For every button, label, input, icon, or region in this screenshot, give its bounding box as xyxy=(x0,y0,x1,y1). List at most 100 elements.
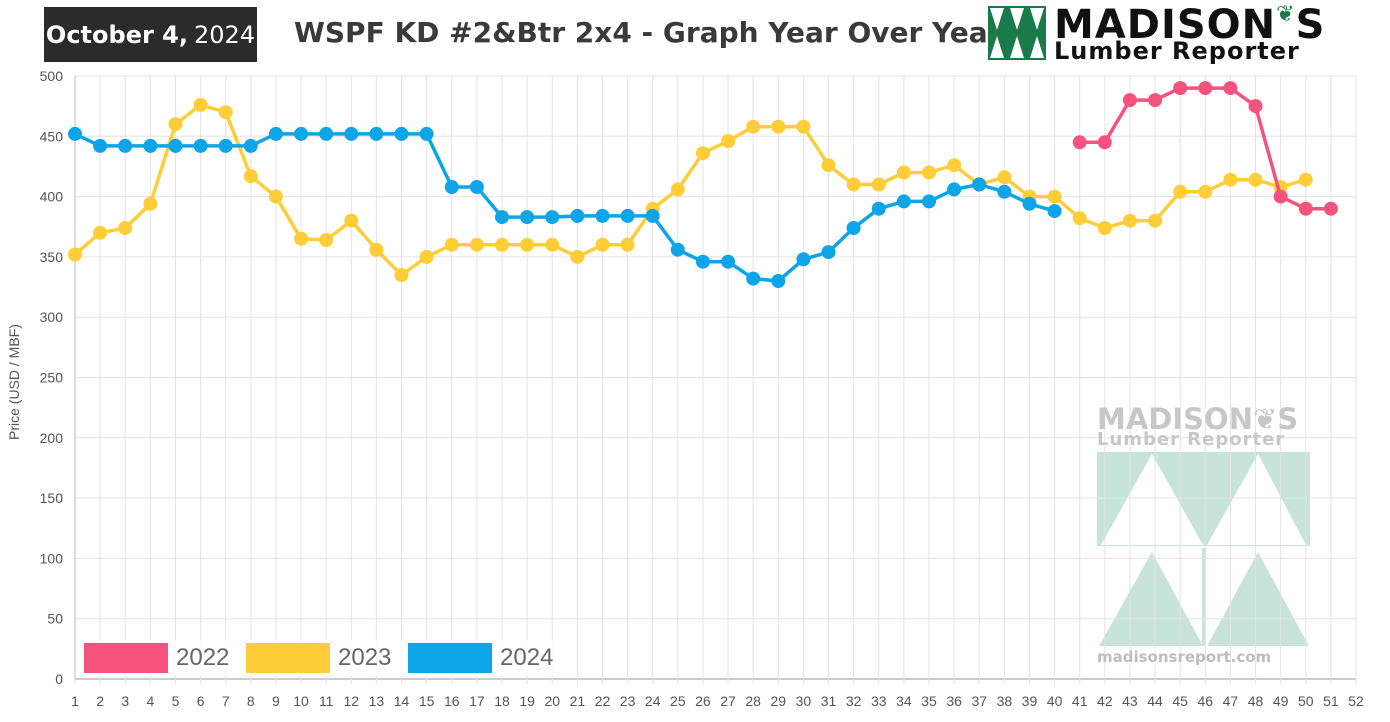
data-point-2024[interactable] xyxy=(93,138,108,153)
data-point-2024[interactable] xyxy=(118,138,133,153)
data-point-2024[interactable] xyxy=(871,201,886,216)
data-point-2023[interactable] xyxy=(771,119,786,134)
data-point-2024[interactable] xyxy=(947,182,962,197)
data-point-2023[interactable] xyxy=(997,170,1012,185)
data-point-2023[interactable] xyxy=(595,237,610,252)
data-point-2023[interactable] xyxy=(419,249,434,264)
data-point-2024[interactable] xyxy=(243,138,258,153)
data-point-2023[interactable] xyxy=(93,225,108,240)
data-point-2024[interactable] xyxy=(670,242,685,257)
data-point-2023[interactable] xyxy=(369,242,384,257)
data-point-2022[interactable] xyxy=(1097,135,1112,150)
data-point-2022[interactable] xyxy=(1148,93,1163,108)
data-point-2024[interactable] xyxy=(796,252,811,267)
data-point-2023[interactable] xyxy=(143,196,158,211)
data-point-2024[interactable] xyxy=(997,184,1012,199)
data-point-2023[interactable] xyxy=(193,97,208,112)
legend-item-2022[interactable]: 2022 xyxy=(84,642,229,674)
data-point-2024[interactable] xyxy=(570,208,585,223)
data-point-2023[interactable] xyxy=(821,158,836,173)
data-point-2024[interactable] xyxy=(821,245,836,260)
data-point-2023[interactable] xyxy=(68,247,82,262)
data-point-2023[interactable] xyxy=(871,177,886,192)
data-point-2022[interactable] xyxy=(1273,189,1288,204)
data-point-2024[interactable] xyxy=(168,138,183,153)
data-point-2023[interactable] xyxy=(344,213,359,228)
data-point-2024[interactable] xyxy=(746,271,761,286)
data-point-2023[interactable] xyxy=(620,237,635,252)
data-point-2023[interactable] xyxy=(168,117,183,132)
data-point-2023[interactable] xyxy=(520,237,535,252)
data-point-2024[interactable] xyxy=(721,254,736,269)
data-point-2024[interactable] xyxy=(344,126,359,141)
legend-item-2024[interactable]: 2024 xyxy=(408,642,553,674)
data-point-2023[interactable] xyxy=(1072,211,1087,226)
data-point-2024[interactable] xyxy=(846,221,861,235)
data-point-2023[interactable] xyxy=(922,165,936,180)
legend-item-2023[interactable]: 2023 xyxy=(246,642,391,674)
data-point-2023[interactable] xyxy=(1248,172,1263,187)
data-point-2023[interactable] xyxy=(319,233,334,247)
data-point-2024[interactable] xyxy=(444,180,459,194)
data-point-2022[interactable] xyxy=(1223,81,1238,96)
data-point-2023[interactable] xyxy=(846,177,861,192)
data-point-2023[interactable] xyxy=(495,237,509,252)
data-point-2024[interactable] xyxy=(218,138,233,153)
data-point-2024[interactable] xyxy=(771,274,786,288)
data-point-2023[interactable] xyxy=(243,169,258,184)
data-point-2023[interactable] xyxy=(268,189,283,204)
data-point-2024[interactable] xyxy=(319,126,334,141)
data-point-2022[interactable] xyxy=(1323,201,1338,216)
data-point-2023[interactable] xyxy=(721,134,736,149)
data-point-2024[interactable] xyxy=(695,254,710,269)
data-point-2023[interactable] xyxy=(545,237,560,252)
data-point-2024[interactable] xyxy=(143,138,158,153)
data-point-2024[interactable] xyxy=(419,126,434,141)
data-point-2023[interactable] xyxy=(218,105,233,120)
data-point-2024[interactable] xyxy=(394,126,409,141)
data-point-2023[interactable] xyxy=(796,119,811,134)
data-point-2024[interactable] xyxy=(620,208,635,223)
data-point-2024[interactable] xyxy=(469,180,484,194)
data-point-2024[interactable] xyxy=(545,210,560,225)
data-point-2022[interactable] xyxy=(1198,81,1213,96)
data-point-2024[interactable] xyxy=(922,194,936,209)
data-point-2023[interactable] xyxy=(394,268,409,282)
data-point-2023[interactable] xyxy=(695,146,710,161)
data-point-2022[interactable] xyxy=(1173,81,1188,96)
data-point-2024[interactable] xyxy=(268,126,283,141)
data-point-2022[interactable] xyxy=(1122,93,1137,108)
data-point-2023[interactable] xyxy=(1122,213,1137,228)
data-point-2023[interactable] xyxy=(1173,184,1188,199)
data-point-2024[interactable] xyxy=(972,177,987,192)
data-point-2023[interactable] xyxy=(118,221,133,235)
data-point-2024[interactable] xyxy=(1047,204,1062,219)
data-point-2024[interactable] xyxy=(193,138,208,153)
data-point-2023[interactable] xyxy=(1097,221,1112,235)
data-point-2023[interactable] xyxy=(746,119,761,134)
data-point-2023[interactable] xyxy=(1047,189,1062,204)
data-point-2023[interactable] xyxy=(1298,172,1313,187)
data-point-2024[interactable] xyxy=(495,210,509,225)
data-point-2022[interactable] xyxy=(1248,99,1263,114)
data-point-2024[interactable] xyxy=(896,194,911,209)
data-point-2024[interactable] xyxy=(1022,196,1037,211)
data-point-2022[interactable] xyxy=(1298,201,1313,216)
data-point-2023[interactable] xyxy=(947,158,962,173)
data-point-2024[interactable] xyxy=(595,208,610,223)
data-point-2023[interactable] xyxy=(1223,172,1238,187)
data-point-2024[interactable] xyxy=(645,208,660,223)
data-point-2024[interactable] xyxy=(68,126,82,141)
data-point-2024[interactable] xyxy=(369,126,384,141)
data-point-2023[interactable] xyxy=(469,237,484,252)
data-point-2024[interactable] xyxy=(520,210,535,225)
data-point-2023[interactable] xyxy=(294,231,309,246)
data-point-2023[interactable] xyxy=(570,249,585,264)
data-point-2023[interactable] xyxy=(444,237,459,252)
data-point-2023[interactable] xyxy=(1148,213,1163,228)
data-point-2023[interactable] xyxy=(1198,184,1213,199)
data-point-2022[interactable] xyxy=(1072,135,1087,150)
data-point-2024[interactable] xyxy=(294,126,309,141)
data-point-2023[interactable] xyxy=(896,165,911,180)
data-point-2023[interactable] xyxy=(670,182,685,197)
